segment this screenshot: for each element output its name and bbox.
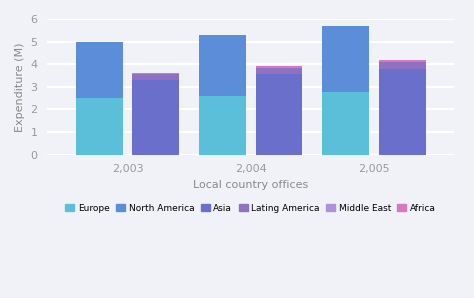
Bar xyxy=(199,96,246,155)
X-axis label: Local country offices: Local country offices xyxy=(193,180,308,190)
Bar xyxy=(76,98,123,155)
Bar xyxy=(132,74,179,80)
Bar xyxy=(255,68,302,74)
Legend: Europe, North America, Asia, Lating America, Middle East, Africa: Europe, North America, Asia, Lating Amer… xyxy=(62,200,439,216)
Bar xyxy=(199,35,246,96)
Bar xyxy=(132,80,179,155)
Bar xyxy=(255,74,302,155)
Bar xyxy=(255,66,302,68)
Bar xyxy=(322,26,369,92)
Y-axis label: Expenditure (M): Expenditure (M) xyxy=(15,42,25,132)
Bar xyxy=(132,73,179,74)
Bar xyxy=(379,69,426,155)
Bar xyxy=(76,42,123,98)
Bar xyxy=(379,60,426,61)
Bar xyxy=(379,61,426,69)
Bar xyxy=(322,92,369,155)
